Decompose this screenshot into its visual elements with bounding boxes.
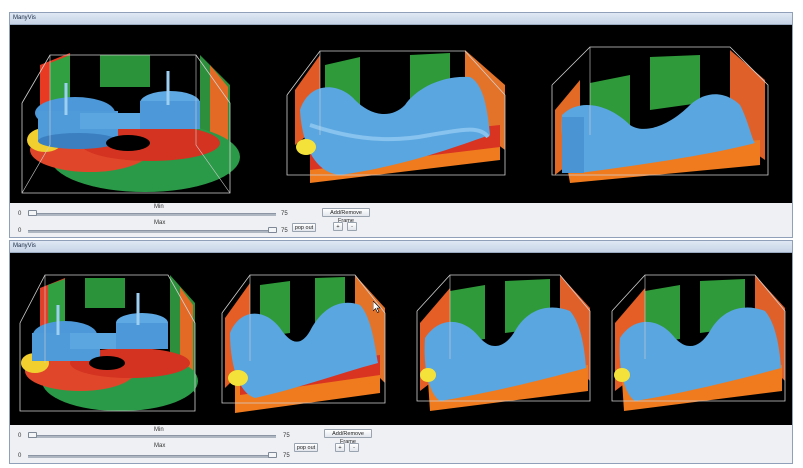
- manyvis-window-1: ManyVis: [9, 12, 793, 238]
- max-slider-thumb[interactable]: [268, 452, 277, 458]
- pop-out-button[interactable]: pop out: [294, 443, 318, 452]
- remove-frame-button[interactable]: -: [347, 222, 357, 231]
- max-value: 0: [18, 453, 22, 459]
- window-title: ManyVis: [10, 241, 792, 253]
- volume-frame-3[interactable]: [415, 273, 591, 411]
- mouse-pointer-icon: [373, 301, 381, 313]
- manyvis-window-2: ManyVis: [9, 240, 793, 464]
- add-frame-button[interactable]: +: [333, 222, 343, 231]
- min-value: 0: [18, 211, 22, 217]
- volume-frame-2[interactable]: [285, 50, 506, 183]
- add-remove-frame-button[interactable]: Add/Remove Frame: [324, 429, 372, 445]
- pop-out-button[interactable]: pop out: [292, 223, 316, 232]
- volume-frame-1[interactable]: [20, 53, 240, 195]
- volume-frame-3[interactable]: [550, 45, 770, 183]
- add-remove-frame-button[interactable]: Add/Remove Frame: [322, 208, 370, 224]
- min-range-end: 75: [281, 211, 288, 217]
- max-slider-track[interactable]: [28, 455, 276, 458]
- remove-frame-button[interactable]: -: [349, 443, 359, 452]
- max-slider-track[interactable]: [28, 230, 276, 233]
- min-value: 0: [18, 433, 22, 439]
- frame-controls: Min 0 75 Max 0 75 pop out Add/Remove Fra…: [10, 425, 792, 463]
- min-range-end: 75: [283, 433, 290, 439]
- max-value: 0: [18, 228, 22, 234]
- min-label: Min: [154, 427, 164, 433]
- max-label: Max: [154, 443, 166, 449]
- volume-frame-2[interactable]: [220, 273, 386, 413]
- max-range-end: 75: [281, 228, 288, 234]
- frame-controls: Min 0 75 Max 0 75 pop out Add/Remove Fra…: [10, 203, 792, 237]
- max-label: Max: [154, 220, 166, 226]
- min-slider-thumb[interactable]: [28, 210, 37, 216]
- min-label: Min: [154, 204, 164, 210]
- max-slider-thumb[interactable]: [268, 227, 277, 233]
- add-frame-button[interactable]: +: [335, 443, 345, 452]
- window-title: ManyVis: [10, 13, 792, 25]
- max-range-end: 75: [283, 453, 290, 459]
- volume-frame-4[interactable]: [610, 273, 786, 411]
- visualization-viewport[interactable]: [10, 253, 792, 425]
- min-slider-track[interactable]: [28, 435, 276, 438]
- volume-frame-1[interactable]: [18, 273, 198, 413]
- min-slider-track[interactable]: [28, 213, 276, 216]
- visualization-viewport[interactable]: [10, 25, 792, 203]
- min-slider-thumb[interactable]: [28, 432, 37, 438]
